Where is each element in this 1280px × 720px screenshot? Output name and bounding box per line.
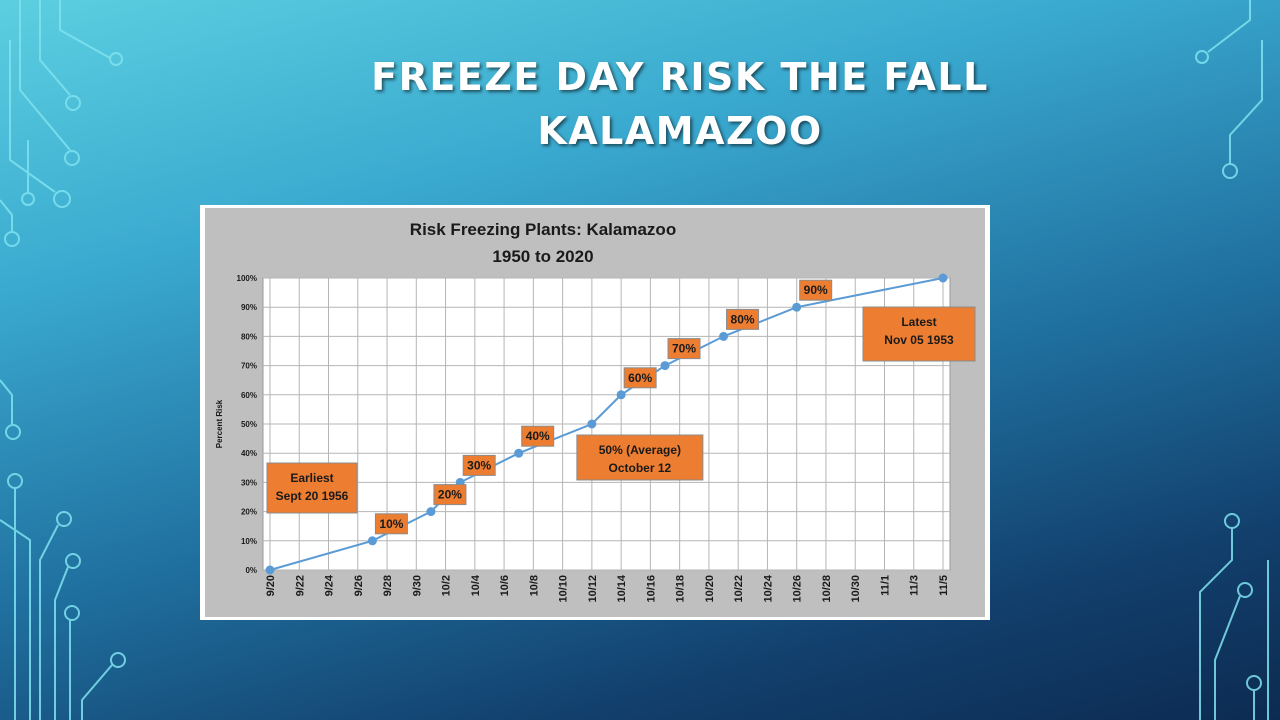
chart-subtitle: 1950 to 2020 <box>492 247 593 266</box>
x-tick-label: 10/22 <box>733 575 745 603</box>
annotation-text: Earliest <box>290 471 333 485</box>
y-axis-label: Percent Risk <box>215 399 224 448</box>
x-tick-label: 11/3 <box>909 575 921 596</box>
y-tick-label: 80% <box>241 332 257 341</box>
x-tick-label: 10/10 <box>558 575 570 603</box>
annotation-text: October 12 <box>609 461 672 475</box>
point-label-box <box>799 279 833 301</box>
point-label: 60% <box>628 371 652 385</box>
x-tick-label: 9/26 <box>353 575 365 596</box>
x-tick-label: 9/28 <box>382 575 394 596</box>
x-tick-label: 10/26 <box>792 575 804 603</box>
y-tick-label: 60% <box>241 391 257 400</box>
data-point <box>616 390 626 400</box>
point-label: 90% <box>804 283 828 297</box>
x-tick-label: 9/24 <box>324 574 336 596</box>
data-point <box>719 331 729 341</box>
point-label: 10% <box>379 517 403 531</box>
x-tick-label: 10/28 <box>821 575 833 603</box>
freeze-risk-chart: Risk Freezing Plants: Kalamazoo 1950 to … <box>205 208 985 617</box>
x-tick-label: 11/1 <box>879 575 891 596</box>
data-point <box>426 507 436 517</box>
x-tick-label: 10/12 <box>587 575 599 603</box>
x-tick-label: 9/30 <box>411 575 423 596</box>
x-tick-label: 10/18 <box>675 575 687 603</box>
data-point <box>514 448 524 458</box>
data-point <box>660 361 670 371</box>
annotation-text: Nov 05 1953 <box>884 333 954 347</box>
point-label-box <box>623 367 657 389</box>
annotation-box <box>862 306 976 362</box>
slide-title-line-1: FREEZE DAY RISK THE FALL <box>371 55 989 99</box>
point-label-box <box>462 454 496 476</box>
y-tick-label: 30% <box>241 478 257 487</box>
y-tick-label: 10% <box>241 537 257 546</box>
annotation-text: Sept 20 1956 <box>276 489 349 503</box>
annotation-text: 50% (Average) <box>599 443 681 457</box>
point-label-box <box>433 484 467 506</box>
x-tick-label: 9/22 <box>294 575 306 596</box>
y-tick-label: 0% <box>245 566 257 575</box>
chart-title: Risk Freezing Plants: Kalamazoo <box>410 220 676 239</box>
point-label: 20% <box>438 488 462 502</box>
point-label: 30% <box>467 458 491 472</box>
x-tick-label: 10/20 <box>704 575 716 603</box>
x-tick-label: 11/5 <box>938 575 950 596</box>
chart-image: Risk Freezing Plants: Kalamazoo 1950 to … <box>200 205 990 620</box>
slide-title-line-2: KALAMAZOO <box>537 109 823 153</box>
point-label-box <box>374 513 408 535</box>
y-tick-label: 50% <box>241 420 257 429</box>
y-tick-label: 70% <box>241 362 257 371</box>
point-label-box <box>667 338 701 360</box>
point-label-box <box>726 308 760 330</box>
x-tick-label: 10/30 <box>850 575 862 603</box>
point-label: 40% <box>526 429 550 443</box>
point-label: 80% <box>731 312 755 326</box>
y-tick-label: 90% <box>241 303 257 312</box>
y-tick-label: 40% <box>241 449 257 458</box>
data-point <box>792 302 802 312</box>
x-tick-label: 10/14 <box>616 574 628 602</box>
x-tick-label: 10/16 <box>645 575 657 603</box>
data-point <box>587 419 597 429</box>
annotation-box <box>266 462 358 514</box>
point-label: 70% <box>672 342 696 356</box>
x-tick-label: 10/24 <box>762 574 774 602</box>
slide-title: FREEZE DAY RISK THE FALL KALAMAZOO <box>330 50 1030 158</box>
x-tick-label: 10/2 <box>441 575 453 596</box>
x-tick-label: 10/8 <box>528 575 540 596</box>
data-point <box>938 273 948 283</box>
annotation-box <box>576 434 704 481</box>
x-tick-label: 9/20 <box>265 575 277 596</box>
y-tick-label: 20% <box>241 508 257 517</box>
y-tick-label: 100% <box>237 274 257 283</box>
data-point <box>367 536 377 546</box>
point-label-box <box>521 425 555 447</box>
x-tick-label: 10/6 <box>499 575 511 596</box>
data-point <box>265 565 275 575</box>
x-tick-label: 10/4 <box>470 574 482 596</box>
annotation-text: Latest <box>901 315 936 329</box>
